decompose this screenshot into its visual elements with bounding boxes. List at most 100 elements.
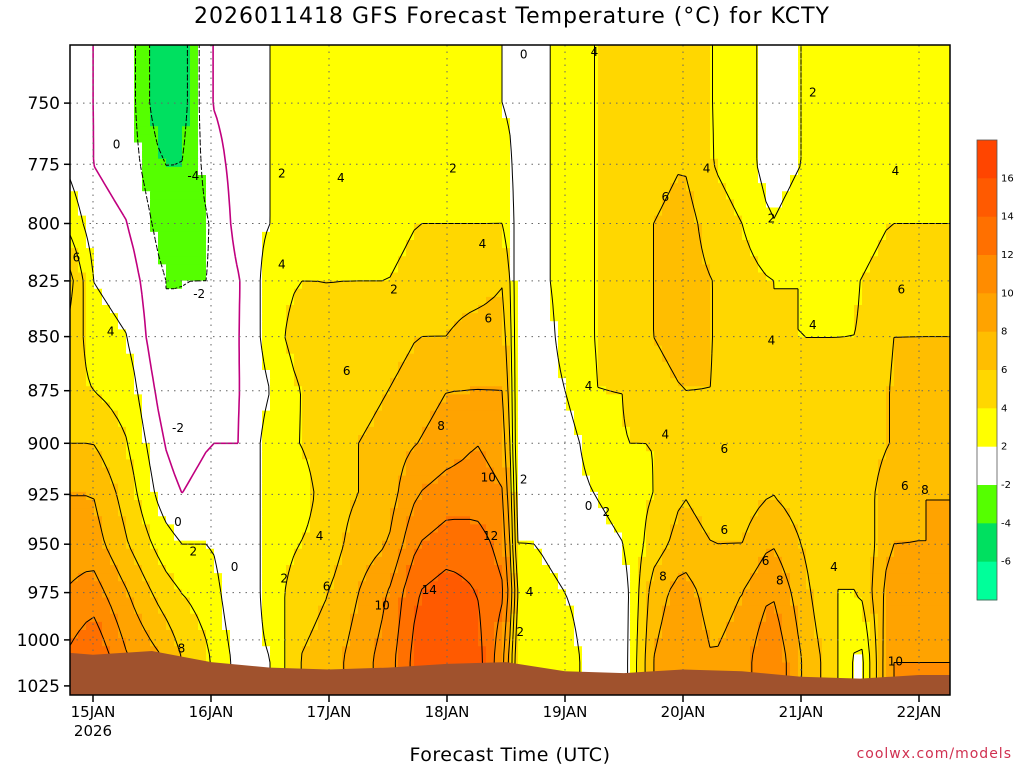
field-cell	[86, 394, 95, 404]
field-cell	[798, 280, 807, 290]
field-cell	[910, 207, 919, 217]
field-cell	[78, 361, 87, 371]
field-cell	[446, 118, 455, 127]
field-cell	[862, 240, 871, 249]
field-cell	[654, 166, 663, 176]
field-cell	[86, 142, 95, 152]
field-cell	[302, 61, 311, 70]
field-cell	[630, 110, 639, 119]
field-cell	[870, 386, 879, 395]
field-cell	[622, 142, 631, 152]
field-cell	[694, 386, 703, 395]
field-cell	[734, 288, 743, 298]
field-cell	[190, 191, 199, 200]
field-cell	[214, 191, 223, 200]
field-cell	[718, 256, 727, 265]
field-cell	[334, 158, 343, 168]
field-cell	[286, 150, 295, 160]
field-cell	[374, 118, 383, 127]
field-cell	[670, 345, 679, 355]
field-cell	[758, 272, 767, 282]
field-cell	[454, 402, 463, 412]
field-cell	[710, 280, 719, 290]
field-cell	[710, 53, 719, 62]
field-cell	[494, 288, 503, 298]
field-cell	[310, 142, 319, 152]
field-cell	[414, 207, 423, 217]
field-cell	[542, 296, 551, 306]
field-cell	[838, 264, 847, 274]
field-cell	[710, 142, 719, 152]
field-cell	[134, 248, 143, 257]
field-cell	[630, 150, 639, 160]
field-cell	[254, 215, 263, 225]
field-cell	[494, 150, 503, 160]
field-cell	[902, 240, 911, 249]
field-cell	[702, 370, 711, 379]
field-cell	[110, 150, 119, 160]
field-cell	[446, 248, 455, 257]
field-cell	[646, 248, 655, 257]
field-cell	[822, 69, 831, 79]
field-cell	[606, 231, 615, 241]
field-cell	[566, 223, 575, 233]
field-cell	[398, 280, 407, 290]
field-cell	[238, 313, 247, 322]
field-cell	[558, 248, 567, 257]
field-cell	[342, 77, 351, 87]
field-cell	[766, 215, 775, 225]
field-cell	[870, 118, 879, 127]
field-cell	[198, 166, 207, 176]
field-cell	[398, 150, 407, 160]
field-cell	[470, 118, 479, 127]
field-cell	[230, 345, 239, 355]
field-cell	[374, 134, 383, 144]
field-cell	[718, 386, 727, 395]
field-cell	[798, 231, 807, 241]
field-cell	[526, 69, 535, 79]
field-cell	[398, 183, 407, 192]
field-cell	[190, 77, 199, 87]
field-cell	[710, 353, 719, 363]
field-cell	[142, 345, 151, 355]
field-cell	[830, 288, 839, 298]
field-cell	[726, 313, 735, 322]
field-cell	[766, 345, 775, 355]
field-cell	[262, 410, 271, 420]
field-cell	[630, 207, 639, 217]
field-cell	[230, 215, 239, 225]
field-cell	[526, 53, 535, 62]
field-cell	[678, 53, 687, 62]
field-cell	[614, 175, 623, 184]
field-cell	[134, 175, 143, 184]
field-cell	[702, 223, 711, 233]
field-cell	[446, 134, 455, 144]
field-cell	[726, 386, 735, 395]
field-cell	[198, 231, 207, 241]
field-cell	[878, 288, 887, 298]
field-cell	[822, 231, 831, 241]
field-cell	[830, 183, 839, 192]
field-cell	[878, 110, 887, 119]
field-cell	[798, 296, 807, 306]
field-cell	[222, 150, 231, 160]
field-cell	[646, 45, 655, 54]
field-cell	[302, 207, 311, 217]
field-cell	[150, 345, 159, 355]
field-cell	[878, 280, 887, 290]
field-cell	[662, 110, 671, 119]
field-cell	[462, 378, 471, 387]
field-cell	[518, 361, 527, 371]
field-cell	[230, 199, 239, 209]
field-cell	[382, 231, 391, 241]
field-cell	[726, 93, 735, 103]
field-cell	[766, 256, 775, 265]
field-cell	[286, 158, 295, 168]
field-cell	[550, 378, 559, 387]
field-cell	[798, 134, 807, 144]
field-cell	[758, 361, 767, 371]
field-cell	[662, 61, 671, 70]
field-cell	[614, 77, 623, 87]
field-cell	[558, 101, 567, 111]
field-cell	[430, 248, 439, 257]
